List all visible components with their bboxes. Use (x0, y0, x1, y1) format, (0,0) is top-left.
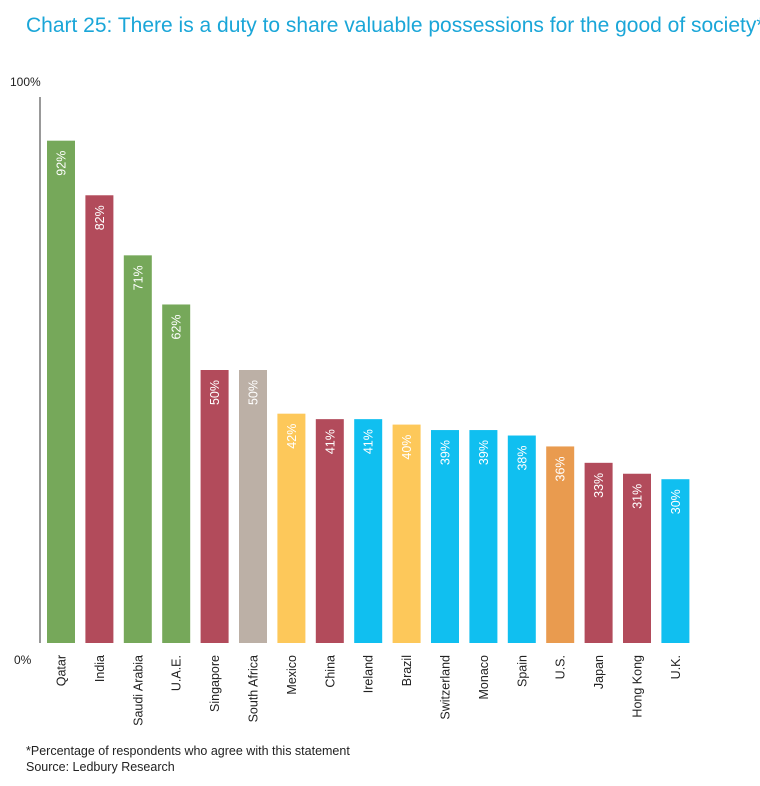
footnote-block: *Percentage of respondents who agree wit… (26, 743, 350, 775)
data-label-spain: 38% (515, 446, 529, 471)
data-label-brazil: 40% (400, 435, 414, 460)
bar-switzerland (431, 430, 459, 643)
x-tick-label-u-k: U.K. (669, 655, 683, 679)
chart-title: Chart 25: There is a duty to share valua… (26, 14, 760, 37)
x-tick-label-brazil: Brazil (400, 655, 414, 686)
x-tick-label-india: India (93, 655, 107, 682)
x-tick-label-qatar: Qatar (55, 655, 69, 686)
bar-mexico (277, 413, 306, 643)
bar-u-a-e (162, 304, 191, 643)
data-label-saudi-arabia: 71% (131, 265, 145, 290)
data-label-mexico: 42% (285, 424, 299, 449)
data-label-singapore: 50% (208, 380, 222, 405)
x-tick-label-monaco: Monaco (477, 655, 491, 700)
x-tick-label-ireland: Ireland (362, 655, 376, 693)
bar-ireland (354, 419, 383, 643)
x-tick-label-singapore: Singapore (208, 655, 222, 712)
bar-monaco (469, 430, 498, 643)
bar-china (315, 419, 344, 643)
data-label-u-k: 30% (669, 489, 683, 514)
bar-hong-kong (623, 473, 651, 643)
x-tick-label-china: China (323, 655, 337, 688)
bar-chart: 100% 0% 92% Qatar 82% India 71% Saudi Arabia 62%… (10, 75, 690, 726)
x-tick-label-u-s: U.S. (554, 655, 568, 679)
data-label-u-s: 36% (554, 456, 568, 481)
x-tick-label-switzerland: Switzerland (439, 655, 453, 720)
data-label-hong-kong: 31% (631, 484, 645, 509)
data-label-u-a-e: 62% (170, 314, 184, 339)
bar-u-s (546, 446, 575, 643)
x-tick-label-hong-kong: Hong Kong (631, 655, 645, 718)
bar-u-k (661, 479, 690, 643)
x-tick-label-south-africa: South Africa (247, 655, 261, 722)
bar-qatar (47, 140, 75, 643)
x-tick-label-u-a-e: U.A.E. (170, 655, 184, 691)
bar-spain (507, 435, 536, 643)
bar-japan (584, 462, 613, 643)
data-label-qatar: 92% (55, 151, 69, 176)
y-tick-label-min: 0% (14, 653, 32, 667)
y-tick-label-max: 100% (10, 75, 41, 89)
data-label-south-africa: 50% (247, 380, 261, 405)
data-label-japan: 33% (592, 473, 606, 498)
bar-india (85, 195, 114, 643)
data-label-monaco: 39% (477, 440, 491, 465)
x-tick-label-spain: Spain (515, 655, 529, 687)
data-label-switzerland: 39% (439, 440, 453, 465)
bar-saudi-arabia (123, 255, 152, 643)
bar-brazil (392, 424, 421, 643)
data-label-ireland: 41% (362, 429, 376, 454)
bar-south-africa (239, 370, 267, 643)
data-label-china: 41% (323, 429, 337, 454)
source-text: Source: Ledbury Research (26, 760, 175, 774)
x-tick-label-mexico: Mexico (285, 655, 299, 695)
x-tick-label-saudi-arabia: Saudi Arabia (131, 655, 145, 726)
x-tick-label-japan: Japan (592, 655, 606, 689)
footnote-text: *Percentage of respondents who agree wit… (26, 744, 350, 758)
data-label-india: 82% (93, 205, 107, 230)
bar-singapore (200, 370, 229, 643)
